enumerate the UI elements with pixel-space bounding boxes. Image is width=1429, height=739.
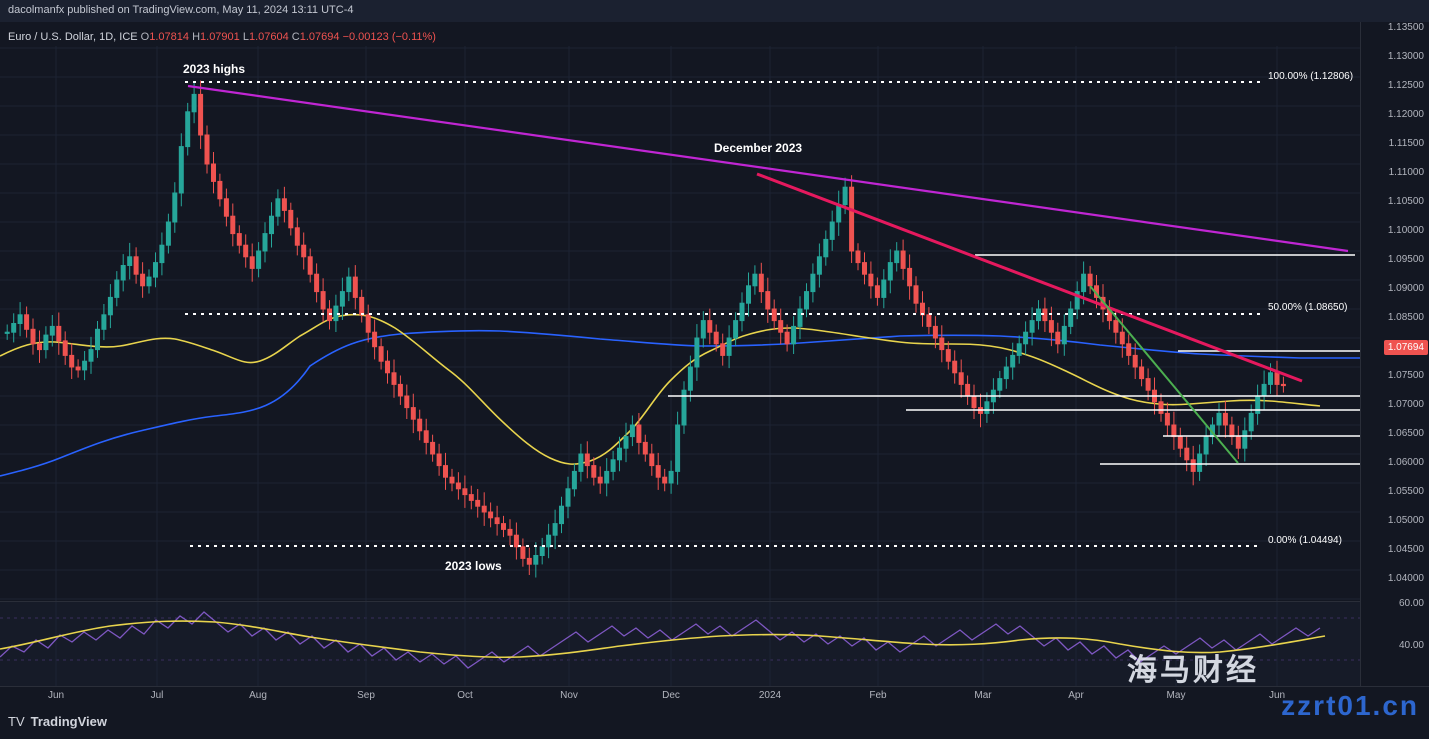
time-tick-nov: Nov <box>560 690 578 701</box>
price-tick-15: 1.06000 <box>1387 457 1424 468</box>
time-tick-mar: Mar <box>974 690 992 701</box>
low-value: 1.07604 <box>248 31 289 43</box>
rsi-tick-40: 40.00 <box>1398 640 1424 651</box>
trendline-pink <box>756 172 1303 383</box>
price-tick-0: 1.13500 <box>1387 22 1424 33</box>
ma-50-line <box>0 313 1321 465</box>
watermark-domain: zzrt01.cn <box>1281 690 1419 721</box>
trendline-magenta <box>187 84 1349 253</box>
low-label: L <box>242 31 249 43</box>
price-pane[interactable]: 2023 highs December 2023 2023 lows 100.0… <box>0 46 1360 686</box>
price-tick-4: 1.11500 <box>1388 138 1424 149</box>
price-tick-6: 1.10500 <box>1387 196 1424 207</box>
price-tick-9: 1.09000 <box>1387 283 1424 294</box>
open-label: O <box>140 31 150 43</box>
candlestick-series <box>4 80 1286 578</box>
tradingview-logo-icon: TV <box>8 714 25 729</box>
symbol-name[interactable]: Euro / U.S. Dollar, 1D, ICE <box>8 31 138 43</box>
price-tick-1: 1.13000 <box>1387 51 1424 62</box>
time-tick-jul: Jul <box>150 690 164 701</box>
time-tick-oct: Oct <box>457 690 473 701</box>
time-tick-jun2: Jun <box>1268 690 1286 701</box>
price-tick-3: 1.12000 <box>1387 109 1424 120</box>
high-label: H <box>192 31 201 43</box>
tradingview-brand: TradingView <box>30 714 107 729</box>
fib-label-50: 50.00% (1.08650) <box>1268 302 1348 313</box>
change-value: −0.00123 <box>342 31 389 43</box>
open-value: 1.07814 <box>149 31 189 43</box>
time-scale[interactable]: Jun Jul Aug Sep Oct Nov Dec 2024 Feb Mar… <box>0 686 1429 709</box>
last-price-tag: 1.07694 <box>1383 340 1428 355</box>
publisher-text: dacolmanfx published on TradingView.com,… <box>8 4 354 16</box>
price-tick-14: 1.06500 <box>1387 428 1424 439</box>
label-2023-lows: 2023 lows <box>445 559 502 573</box>
time-tick-may: May <box>1166 690 1186 701</box>
price-scale[interactable]: 1.13500 1.13000 1.12500 1.12000 1.11500 … <box>1360 22 1429 686</box>
label-december-2023: December 2023 <box>714 141 803 155</box>
time-tick-2024: 2024 <box>758 690 782 701</box>
price-tick-16: 1.05500 <box>1387 486 1424 497</box>
time-tick-dec: Dec <box>662 690 680 701</box>
price-tick-7: 1.10000 <box>1387 225 1424 236</box>
label-2023-highs: 2023 highs <box>183 62 246 76</box>
rsi-ma-line <box>0 620 1326 659</box>
price-tick-19: 1.04000 <box>1387 573 1424 584</box>
price-tick-12: 1.07500 <box>1387 370 1424 381</box>
time-tick-sep: Sep <box>357 690 375 701</box>
time-tick-jun: Jun <box>47 690 65 701</box>
rsi-pane[interactable] <box>0 601 1360 687</box>
change-percent: (−0.11%) <box>391 31 436 43</box>
time-tick-aug: Aug <box>249 690 267 701</box>
price-plot-svg <box>0 46 1360 601</box>
time-tick-feb: Feb <box>869 690 887 701</box>
price-tick-8: 1.09500 <box>1387 254 1424 265</box>
watermark-chinese: 海马财经 <box>1127 654 1259 687</box>
rsi-plot-svg <box>0 602 1360 687</box>
rsi-tick-60: 60.00 <box>1398 598 1424 609</box>
rsi-line <box>0 611 1321 669</box>
publisher-bar: dacolmanfx published on TradingView.com,… <box>0 0 1429 22</box>
price-tick-13: 1.07000 <box>1387 399 1424 410</box>
price-tick-18: 1.04500 <box>1387 544 1424 555</box>
price-tick-2: 1.12500 <box>1387 80 1424 91</box>
close-label: C <box>291 31 300 43</box>
price-tick-10: 1.08500 <box>1387 312 1424 323</box>
high-value: 1.07901 <box>200 31 240 43</box>
tradingview-footer[interactable]: TV TradingView <box>8 714 107 729</box>
fib-label-0: 0.00% (1.04494) <box>1268 535 1342 546</box>
close-value: 1.07694 <box>299 31 340 43</box>
fib-label-100: 100.00% (1.12806) <box>1268 71 1354 82</box>
trendline-green <box>1089 285 1239 464</box>
price-tick-5: 1.11000 <box>1388 167 1424 178</box>
time-tick-apr: Apr <box>1068 690 1084 701</box>
symbol-quote-line: Euro / U.S. Dollar, 1D, ICE O1.07814 H1.… <box>8 31 436 43</box>
price-tick-17: 1.05000 <box>1387 515 1424 526</box>
